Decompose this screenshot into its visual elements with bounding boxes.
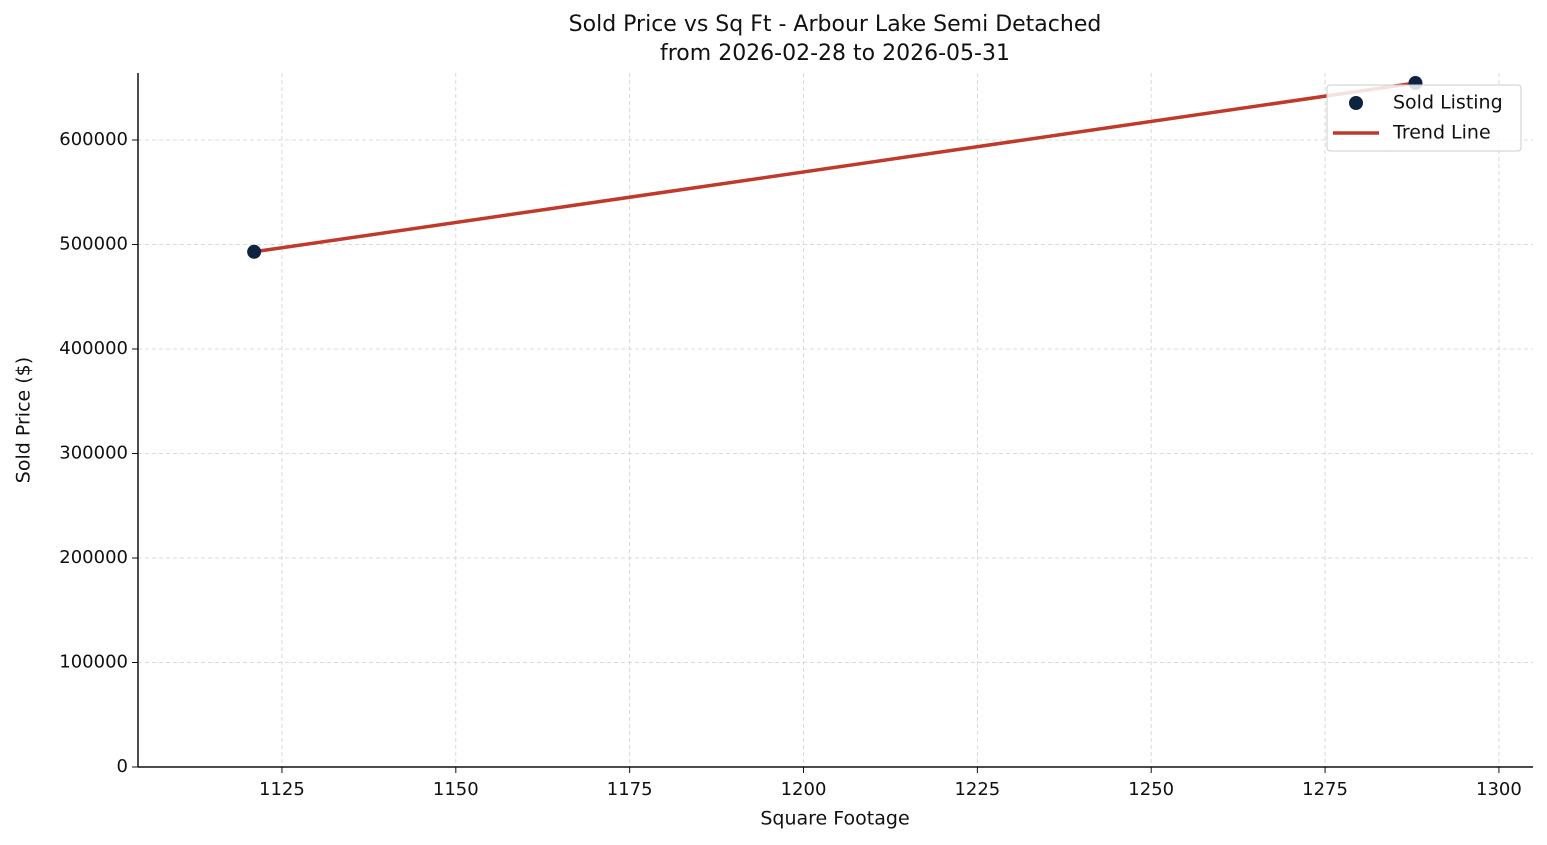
legend-label: Sold Listing (1393, 92, 1503, 114)
legend: Sold Listing Trend Line (1326, 84, 1522, 152)
y-tick-label: 400000 (59, 338, 128, 359)
x-axis-label: Square Footage (760, 808, 909, 830)
trend-line (253, 81, 1416, 254)
legend-label: Trend Line (1392, 122, 1491, 144)
x-tick-label: 1275 (1302, 779, 1348, 800)
x-tick-label: 1175 (607, 779, 653, 800)
x-tick-label: 1150 (433, 779, 479, 800)
legend-swatch (1349, 96, 1363, 110)
y-tick-label: 600000 (59, 129, 128, 150)
chart-subtitle: from 2026-02-28 to 2026-05-31 (660, 41, 1010, 66)
x-tick-label: 1225 (954, 779, 1000, 800)
x-tick-label: 1250 (1128, 779, 1174, 800)
chart-title: Sold Price vs Sq Ft - Arbour Lake Semi D… (569, 12, 1102, 37)
x-tick-label: 1300 (1476, 779, 1522, 800)
y-tick-label: 0 (117, 756, 128, 777)
y-tick-label: 300000 (59, 442, 128, 463)
point (247, 244, 262, 259)
y-tick-label: 200000 (59, 547, 128, 568)
y-tick-label: 100000 (59, 651, 128, 672)
y-tick-label: 500000 (59, 233, 128, 254)
x-tick-label: 1125 (259, 779, 305, 800)
x-tick-label: 1200 (781, 779, 827, 800)
y-axis-label: Sold Price ($) (13, 357, 35, 483)
